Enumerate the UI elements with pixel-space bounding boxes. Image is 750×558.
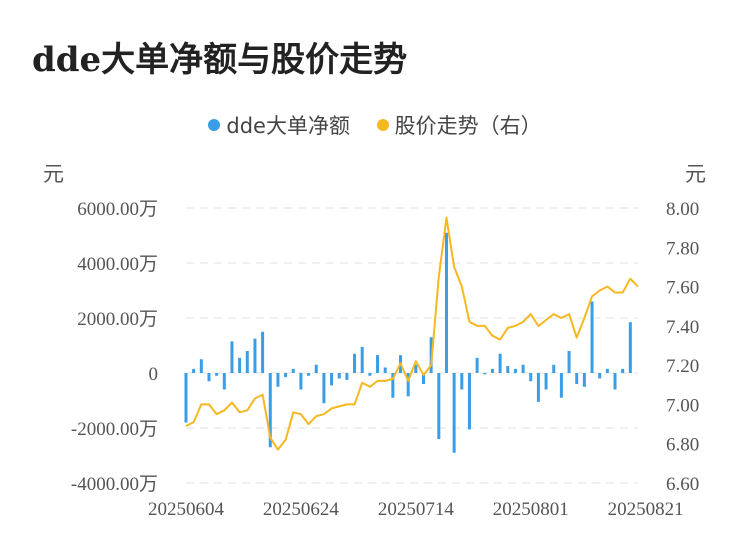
bar: [467, 373, 471, 430]
bar: [567, 351, 571, 373]
bar: [559, 373, 563, 398]
bar: [215, 373, 219, 376]
bar: [598, 373, 602, 379]
bar: [376, 355, 380, 373]
y-right-tick-label: 7.00: [666, 395, 699, 416]
bar: [483, 373, 487, 375]
bar: [184, 373, 188, 423]
bar: [353, 353, 357, 373]
bar: [444, 232, 448, 373]
bar: [238, 357, 242, 373]
bar: [628, 322, 632, 373]
legend-line-swatch: [376, 119, 389, 131]
bar: [391, 373, 395, 398]
y-right-tick-label: 7.80: [666, 238, 699, 259]
x-tick-label: 20250604: [148, 499, 225, 520]
bar: [590, 301, 594, 373]
y-left-tick-label: -4000.00万: [71, 474, 158, 495]
bar: [245, 351, 249, 373]
bar: [437, 373, 441, 439]
left-axis-unit: 元: [43, 162, 64, 186]
bar: [360, 346, 364, 373]
bar: [276, 373, 280, 387]
legend-item-line[interactable]: 股价走势（右）: [376, 110, 542, 140]
y-left-tick-label: 2000.00万: [77, 309, 158, 330]
y-right-tick-label: 7.40: [666, 317, 699, 338]
bar: [613, 373, 617, 390]
bar: [253, 338, 257, 373]
bar: [199, 359, 203, 373]
bar: [475, 357, 479, 373]
bar: [291, 368, 295, 373]
bar: [230, 341, 234, 373]
bar: [552, 364, 556, 373]
bar: [513, 368, 517, 373]
legend-bar-label: dde大单净额: [226, 114, 350, 138]
bar: [529, 373, 533, 382]
legend-bar-swatch: [208, 119, 221, 131]
y-right-tick-label: 6.80: [666, 435, 699, 456]
bar: [192, 368, 196, 373]
bar: [261, 331, 265, 373]
bar: [322, 373, 326, 404]
bar: [330, 373, 334, 386]
x-tick-label: 20250714: [378, 499, 455, 520]
bar: [575, 373, 579, 384]
bar: [521, 364, 525, 373]
bar: [383, 367, 387, 373]
bar: [284, 373, 288, 378]
legend: dde大单净额 股价走势（右）: [0, 110, 750, 140]
bar: [605, 368, 609, 373]
x-tick-label: 20250801: [493, 499, 569, 520]
bar: [414, 364, 418, 373]
x-tick-label: 20250821: [608, 499, 684, 520]
y-left-tick-label: 4000.00万: [77, 254, 158, 275]
bar: [421, 373, 425, 384]
bar: [544, 373, 548, 390]
y-left-tick-label: 6000.00万: [77, 199, 158, 220]
y-right-tick-label: 7.20: [666, 356, 699, 377]
y-right-tick-label: 8.00: [666, 199, 699, 220]
price-line: [185, 216, 639, 451]
bar: [460, 373, 464, 390]
y-right-tick-label: 6.60: [666, 474, 699, 495]
right-axis-unit: 元: [685, 162, 706, 186]
bar: [368, 373, 372, 376]
bar: [621, 368, 625, 373]
bar: [207, 373, 211, 382]
y-right-tick-label: 7.60: [666, 278, 699, 299]
bar: [406, 373, 410, 397]
legend-line-label: 股价走势（右）: [394, 114, 542, 138]
chart-title: dde大单净额与股价走势: [32, 40, 408, 80]
bar: [222, 373, 226, 390]
bar: [307, 373, 311, 376]
bar: [268, 373, 272, 448]
bar: [314, 364, 318, 373]
y-left-tick-label: -2000.00万: [71, 419, 158, 440]
x-tick-label: 20250624: [263, 499, 340, 520]
bar: [337, 373, 341, 379]
bar: [498, 353, 502, 373]
legend-item-bar[interactable]: dde大单净额: [208, 110, 350, 140]
bar: [536, 373, 540, 402]
bar: [299, 373, 303, 390]
bar: [490, 368, 494, 373]
bar: [452, 373, 456, 453]
bar: [345, 373, 349, 380]
bar: [582, 373, 586, 387]
y-left-tick-label: 0: [149, 364, 159, 385]
bar: [506, 366, 510, 373]
